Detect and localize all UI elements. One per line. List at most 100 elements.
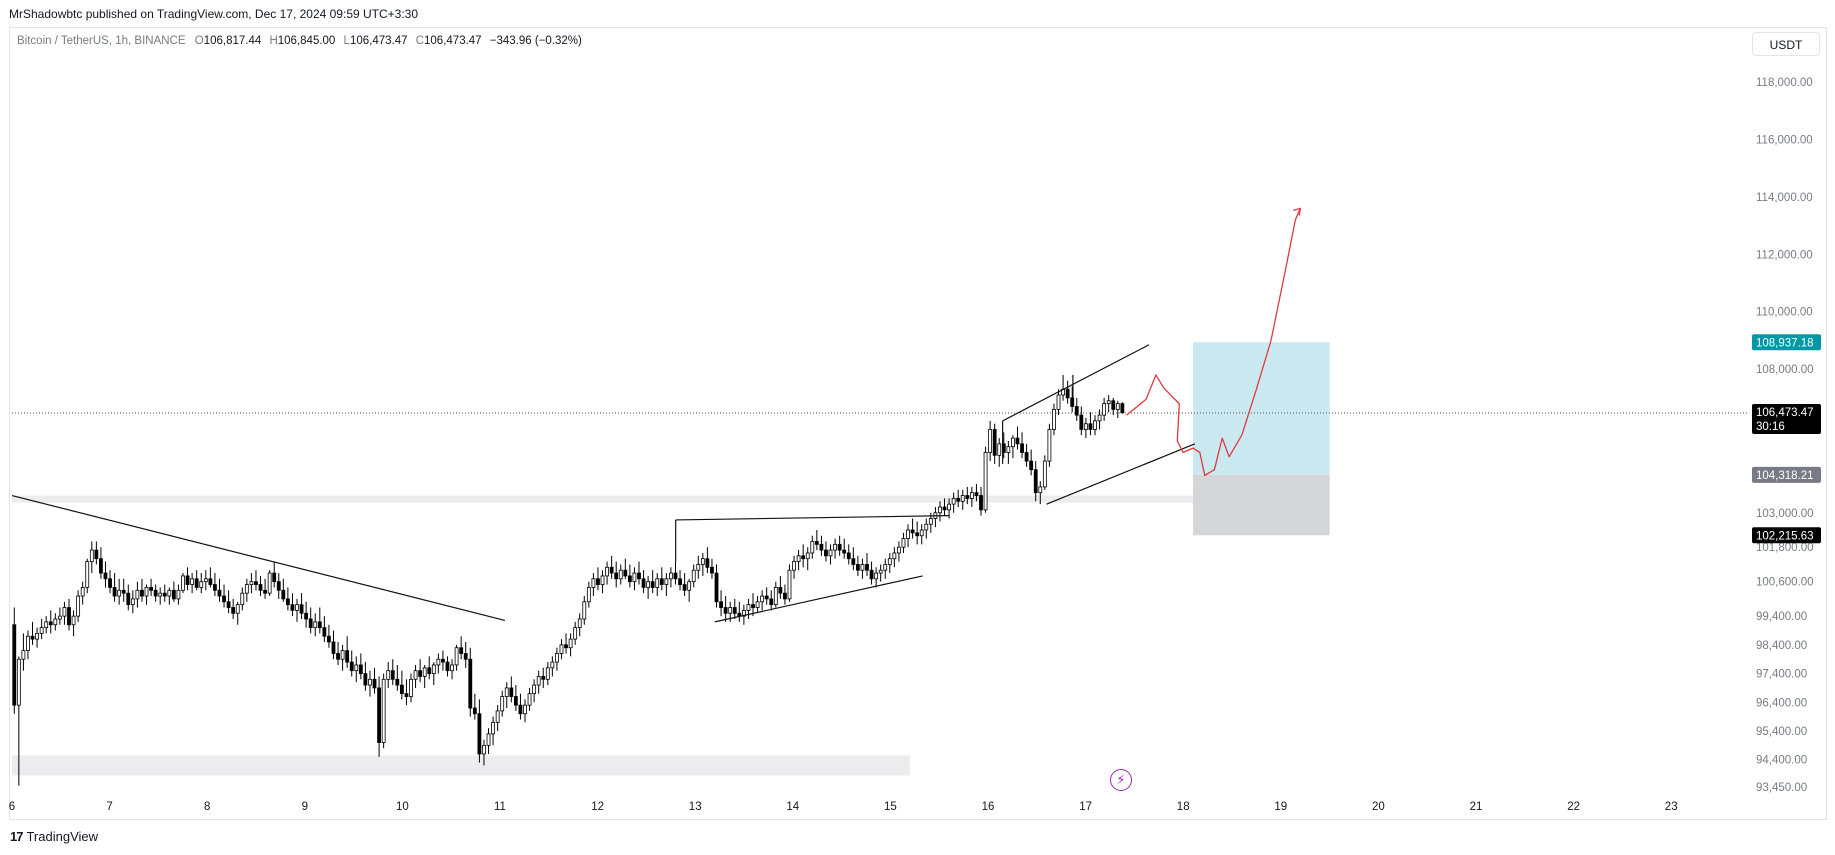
candle-body (472, 707, 477, 715)
candle-body (258, 584, 263, 591)
candle-body (117, 589, 122, 597)
candle-body (167, 589, 172, 597)
candle-body (942, 506, 947, 511)
candle-body (983, 452, 988, 511)
candle-body (655, 578, 660, 588)
candle-body (751, 604, 755, 608)
candle-body (340, 650, 345, 660)
candle-body (482, 744, 486, 755)
candle-body (769, 598, 774, 606)
x-tick-label: 18 (1177, 801, 1190, 813)
x-tick-label: 17 (1079, 801, 1092, 813)
candle-body (121, 589, 126, 594)
x-tick-label: 21 (1470, 801, 1483, 813)
low-value: 106,473.47 (349, 35, 408, 47)
price-badge (1752, 334, 1821, 351)
y-tick-label: 112,000.00 (1756, 249, 1813, 261)
x-tick-label: 16 (982, 801, 995, 813)
candle-body (85, 561, 90, 588)
candle-body (632, 572, 637, 583)
x-tick-label: 22 (1567, 801, 1580, 813)
candle-body (363, 673, 368, 686)
candle-body (1079, 414, 1084, 430)
y-tick-label: 98,400.00 (1756, 640, 1807, 652)
candle-body (208, 578, 213, 585)
candle-body (349, 661, 354, 672)
candle-body (678, 578, 682, 585)
candle-body (213, 584, 217, 591)
candle-body (1074, 406, 1079, 416)
candle-body (1047, 429, 1052, 462)
candle-body (44, 621, 49, 629)
candle-body (249, 581, 254, 585)
candle-body (108, 578, 112, 588)
high-value: 106,845.00 (277, 35, 336, 47)
y-tick-label: 97,400.00 (1756, 669, 1807, 681)
price-badge-label: 104,318.21 (1756, 470, 1814, 482)
candle-body (605, 566, 609, 577)
candle-body (486, 733, 491, 746)
tradingview-footer: 17 TradingView (10, 829, 98, 844)
candle-body (468, 658, 473, 709)
candle-body (190, 578, 195, 585)
candle-body (71, 615, 76, 626)
candle-body (814, 541, 819, 545)
candle-body (222, 595, 226, 603)
candle-body (673, 572, 678, 580)
candle-body (386, 670, 391, 680)
candle-body (67, 607, 71, 626)
candle-body (1042, 460, 1047, 488)
price-badge-label: 108,937.18 (1756, 337, 1814, 349)
candle-body (555, 653, 559, 663)
candle-body (1011, 437, 1015, 448)
candle-body (609, 566, 614, 574)
x-tick-label: 23 (1665, 801, 1678, 813)
candle-body (30, 635, 35, 640)
chart-frame (9, 27, 1827, 820)
candle-body (509, 687, 514, 697)
price-badge (1752, 527, 1821, 544)
candle-body (53, 618, 58, 626)
currency-button[interactable]: USDT (1752, 32, 1820, 56)
candle-body (956, 497, 961, 502)
x-tick-label: 14 (786, 801, 799, 813)
price-badge (1752, 404, 1821, 435)
candle-body (26, 635, 30, 651)
candle-body (313, 621, 318, 629)
candle-body (80, 587, 85, 597)
y-tick-label: 101,800.00 (1756, 542, 1814, 554)
candle-body (317, 621, 322, 629)
candle-body (960, 495, 965, 502)
candle-body (682, 584, 687, 591)
lightning-icon[interactable]: ⚡ (1110, 769, 1132, 791)
candle-body (89, 549, 94, 562)
candle-body (158, 592, 163, 597)
candle-body (728, 607, 733, 614)
candle-body (627, 575, 632, 583)
candle-body (235, 604, 240, 614)
y-tick-label: 93,450.00 (1756, 782, 1807, 794)
candle-body (327, 635, 331, 643)
y-tick-label: 96,400.00 (1756, 697, 1807, 709)
price-badge-label: 106,473.47 (1756, 407, 1814, 419)
candle-body (705, 558, 710, 568)
candle-body (422, 667, 427, 677)
candle-body (135, 589, 140, 600)
candle-body (969, 492, 974, 499)
candle-body (48, 621, 53, 626)
candle-body (924, 523, 929, 531)
close-value: 106,473.47 (424, 35, 482, 47)
candle-body (1065, 388, 1070, 399)
candle-body (842, 549, 847, 554)
candle-body (988, 429, 993, 453)
candle-body (851, 558, 856, 565)
candle-body (162, 592, 167, 597)
candle-body (614, 572, 619, 580)
candle-body (865, 564, 869, 571)
candle-body (714, 572, 719, 603)
candle-body (855, 564, 860, 571)
candle-body (746, 604, 751, 611)
candle-body (919, 529, 924, 537)
symbol-label[interactable]: Bitcoin / TetherUS, 1h, BINANCE (17, 35, 186, 47)
